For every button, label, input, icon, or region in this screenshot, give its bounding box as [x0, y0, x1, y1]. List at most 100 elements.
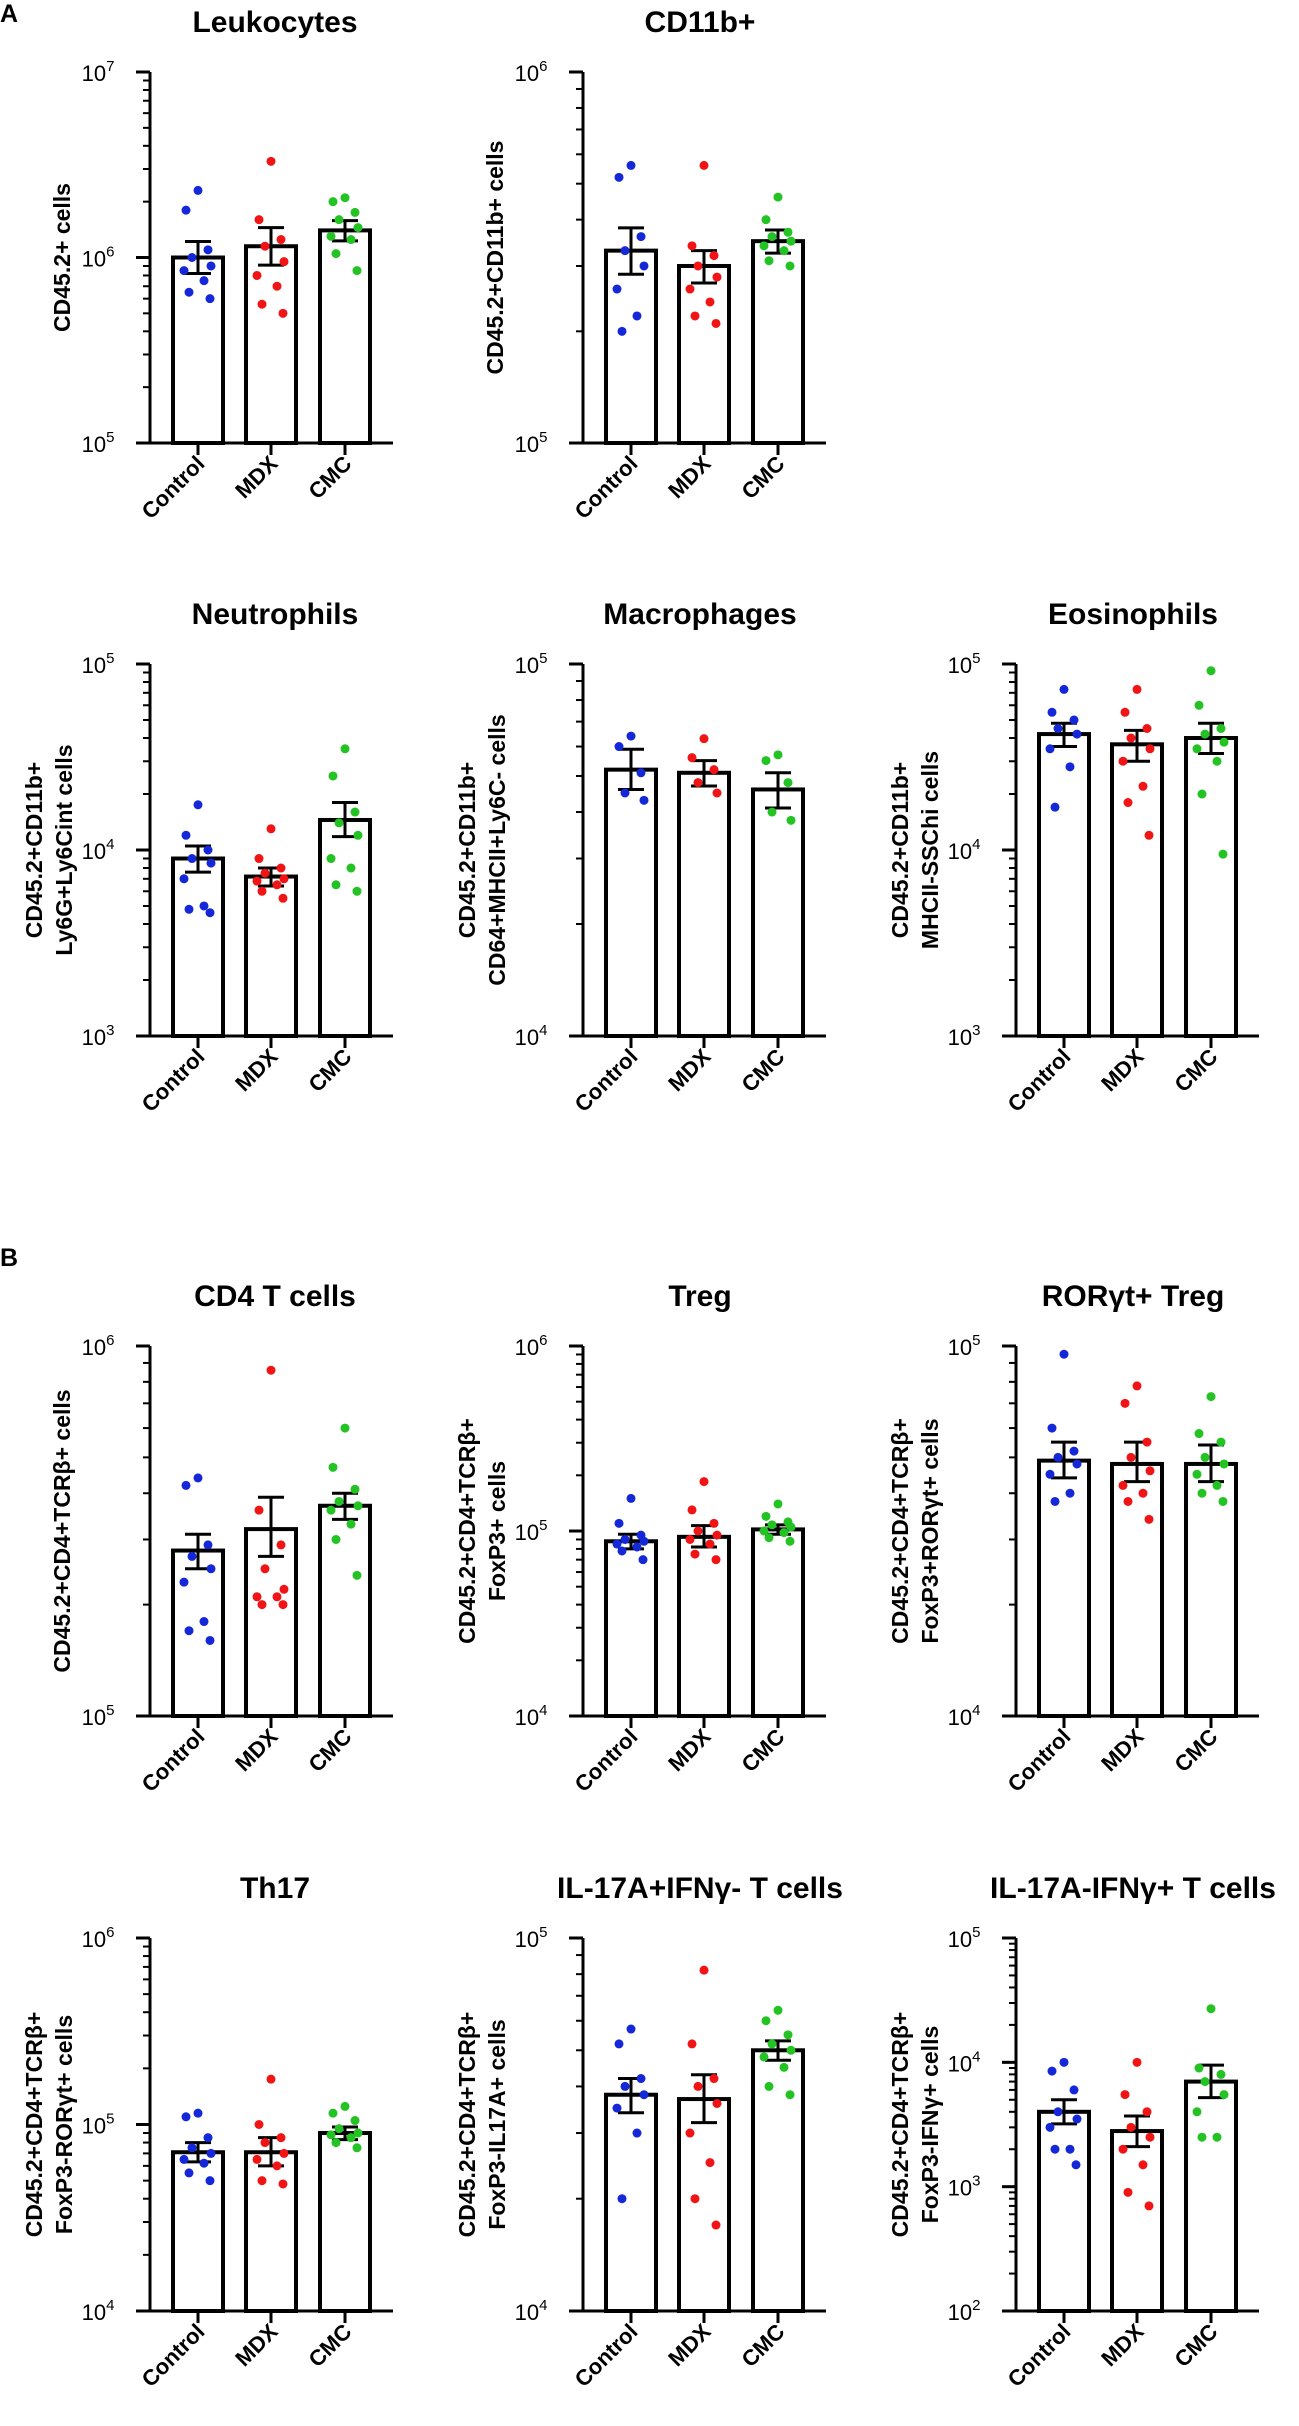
bar-mdx	[677, 770, 731, 1038]
chart-title: Treg	[668, 1280, 731, 1313]
data-point-control	[199, 276, 209, 286]
data-point-mdx	[685, 2128, 695, 2138]
data-point-mdx	[266, 824, 276, 834]
data-point-control	[187, 2143, 197, 2153]
data-point-mdx	[1126, 733, 1136, 743]
data-point-cmc	[773, 750, 783, 760]
data-point-control	[187, 854, 197, 864]
data-point-mdx	[252, 2154, 262, 2164]
chart-title: RORγt+ Treg	[1042, 1280, 1225, 1313]
y-tick-label: 103	[82, 1022, 115, 1050]
data-point-cmc	[1194, 1429, 1204, 1439]
data-point-control	[1072, 1459, 1082, 1469]
x-tick-label: MDX	[230, 1724, 282, 1776]
data-point-mdx	[260, 868, 270, 878]
data-point-control	[1045, 744, 1055, 754]
data-point-mdx	[709, 251, 719, 261]
y-tick-label: 105	[515, 1924, 548, 1952]
data-point-control	[199, 2158, 209, 2168]
bar-control	[604, 2092, 658, 2313]
bar-control	[171, 255, 225, 445]
bar-mdx	[244, 2150, 298, 2313]
y-axis-label: CD45.2+CD4+TCRβ+	[21, 2012, 47, 2238]
data-point-control	[1047, 1423, 1057, 1433]
data-point-cmc	[353, 223, 363, 233]
data-point-mdx	[266, 1365, 276, 1375]
data-point-mdx	[1118, 2144, 1128, 2154]
data-point-mdx	[279, 1584, 289, 1594]
chart-title: Macrophages	[603, 598, 796, 631]
x-tick-label: Control	[137, 1724, 210, 1797]
data-point-control	[184, 2168, 194, 2178]
data-point-cmc	[334, 1496, 344, 1506]
data-point-control	[639, 261, 649, 271]
data-point-mdx	[1123, 1496, 1133, 1506]
data-point-mdx	[278, 2179, 288, 2189]
data-point-cmc	[761, 1511, 771, 1521]
data-point-cmc	[759, 241, 769, 251]
chart-cd4: CD4 T cells CD45.2+CD4+TCRβ+ cells 105 106 C…	[49, 1280, 393, 1797]
bar-control	[1037, 732, 1091, 1038]
data-point-cmc	[773, 1499, 783, 1509]
data-point-mdx	[693, 1526, 703, 1536]
data-point-control	[632, 1542, 642, 1552]
data-point-cmc	[786, 815, 796, 825]
data-point-cmc	[1192, 1469, 1202, 1479]
y-axis-label: FoxP3-IL17A+ cells	[484, 2019, 510, 2229]
data-point-control	[205, 294, 215, 304]
y-axis-label: FoxP3+RORγt+ cells	[917, 1419, 943, 1644]
x-tick-label: CMC	[303, 2319, 356, 2372]
data-point-cmc	[340, 2101, 350, 2111]
y-tick-label: 104	[82, 2297, 115, 2325]
data-point-mdx	[712, 2098, 722, 2108]
data-point-control	[1053, 724, 1063, 734]
data-point-control	[179, 874, 189, 884]
data-point-mdx	[266, 2074, 276, 2084]
data-point-mdx	[254, 1505, 264, 1515]
data-point-cmc	[334, 215, 344, 225]
data-point-cmc	[779, 1528, 789, 1538]
y-axis-label: CD45.2+CD11b+	[21, 762, 47, 938]
data-point-control	[1059, 1349, 1069, 1359]
data-point-mdx	[276, 863, 286, 873]
y-tick-label: 104	[515, 1702, 548, 1730]
data-point-cmc	[1197, 789, 1207, 799]
x-tick-label: Control	[137, 451, 210, 524]
data-point-cmc	[1197, 2132, 1207, 2142]
data-point-cmc	[761, 215, 771, 225]
data-point-mdx	[254, 215, 264, 225]
data-point-cmc	[346, 2133, 356, 2143]
data-point-cmc	[1200, 2077, 1210, 2087]
data-point-mdx	[1120, 2090, 1130, 2100]
data-point-control	[617, 2194, 627, 2204]
x-tick-label: Control	[570, 1044, 643, 1117]
chart-cd11b: CD11b+ CD45.2+CD11b+ cells 105 106 Control MD…	[482, 6, 826, 524]
data-point-control	[206, 2148, 216, 2158]
data-point-control	[193, 800, 203, 810]
data-point-control	[203, 245, 213, 255]
data-point-cmc	[326, 2130, 336, 2140]
data-point-control	[181, 2112, 191, 2122]
y-tick-label: 105	[82, 650, 115, 678]
x-tick-label: MDX	[230, 2319, 282, 2371]
y-tick-label: 104	[948, 836, 981, 864]
x-tick-label: Control	[1003, 1044, 1076, 1117]
chart-il17a: IL-17A+IFNγ- T cells CD45.2+CD4+TCRβ+ FoxP…	[454, 1872, 843, 2392]
x-tick-label: CMC	[736, 1044, 789, 1097]
data-point-cmc	[1219, 2090, 1229, 2100]
data-point-cmc	[767, 232, 777, 242]
data-point-mdx	[279, 2148, 289, 2158]
bar-cmc	[318, 1503, 372, 1719]
data-point-mdx	[254, 2120, 264, 2129]
y-tick-label: 104	[948, 1702, 981, 1730]
data-point-control	[1053, 1452, 1063, 1462]
data-point-mdx	[1138, 1488, 1148, 1498]
bar-mdx	[677, 263, 731, 445]
data-point-mdx	[272, 2161, 282, 2171]
data-point-control	[614, 742, 624, 752]
x-tick-label: MDX	[1096, 1044, 1148, 1096]
y-tick-label: 105	[82, 429, 115, 457]
x-tick-label: CMC	[1169, 1724, 1222, 1777]
